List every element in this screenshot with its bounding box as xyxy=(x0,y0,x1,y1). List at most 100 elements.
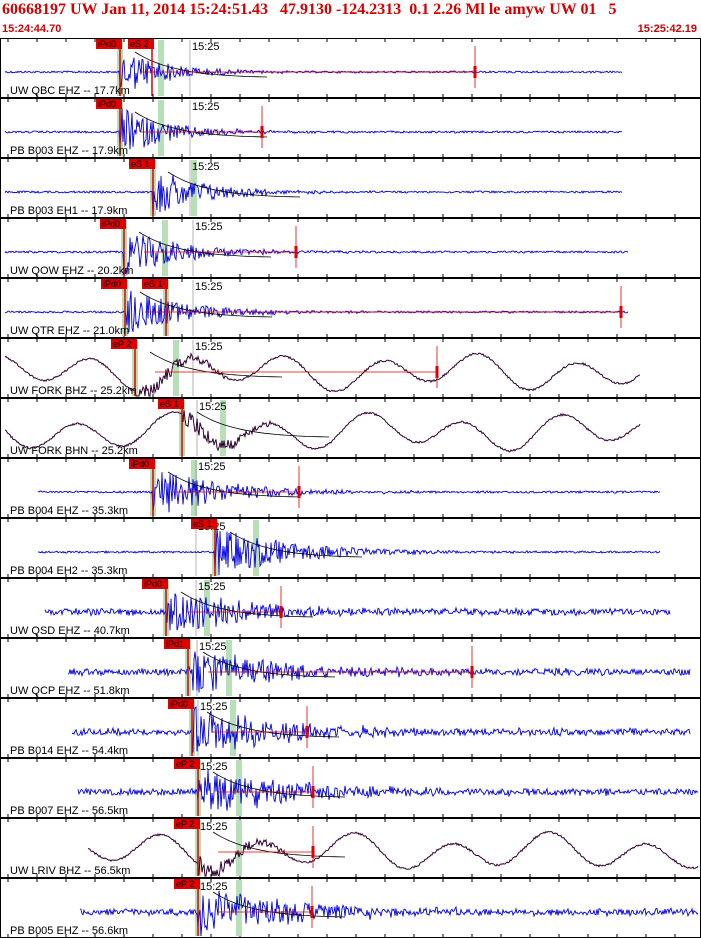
trace-panel: 15:25 eP 2 PB B007 EHZ -- 56.5km xyxy=(0,758,701,818)
coda-curve xyxy=(134,51,268,78)
station-label: UW QTR EHZ -- 21.0km xyxy=(10,325,129,337)
station-label: UW QBC EHZ -- 17.7km xyxy=(10,85,130,97)
pick-flag[interactable] xyxy=(100,219,126,229)
pick-label: eP 2 xyxy=(176,819,194,829)
pick-flag[interactable] xyxy=(164,639,190,649)
event-title: 60668197 UW Jan 11, 2014 15:24:51.43 47.… xyxy=(2,1,617,18)
minute-label: 15:25 xyxy=(192,101,220,113)
minute-label: 15:25 xyxy=(195,281,223,293)
pick-flag[interactable] xyxy=(191,519,217,529)
minute-label: 15:25 xyxy=(199,641,227,653)
minute-label: 15:25 xyxy=(200,761,228,773)
pick-label: eP 2 xyxy=(176,879,194,889)
coda-curve xyxy=(212,771,346,798)
station-label: UW QCP EHZ -- 51.8km xyxy=(10,685,130,697)
waveform xyxy=(4,175,623,217)
trace-panel: 15:25 iPd0 PB B004 EHZ -- 35.3km xyxy=(0,458,701,518)
station-label: UW FORK BHZ -- 25.2km xyxy=(10,385,137,397)
pick-label: iPd1 xyxy=(166,639,184,649)
trace-panel: 15:25 iPd1 UW QCP EHZ -- 51.8km xyxy=(0,638,701,698)
waveform xyxy=(77,769,699,811)
time-window xyxy=(236,820,242,876)
pick-label: eS 1 xyxy=(144,279,163,289)
pick-label: eS 1 xyxy=(193,519,212,529)
minute-label: 15:25 xyxy=(198,581,226,593)
pick-flag[interactable] xyxy=(174,879,200,889)
coda-curve xyxy=(212,891,346,918)
waveform xyxy=(4,352,641,397)
coda-curve xyxy=(134,111,268,138)
header: 60668197 UW Jan 11, 2014 15:24:51.43 47.… xyxy=(0,0,701,38)
time-window xyxy=(162,220,168,276)
pick-flag[interactable] xyxy=(158,399,184,409)
time-window xyxy=(191,160,197,216)
pick-flag[interactable] xyxy=(174,819,200,829)
pick-flag[interactable] xyxy=(101,279,127,289)
waveform xyxy=(37,530,661,576)
minute-label: 15:25 xyxy=(192,161,220,173)
coda-curve xyxy=(206,711,340,738)
coda-curve xyxy=(202,651,336,678)
time-window xyxy=(226,640,232,696)
station-label: PB B014 EHZ -- 54.4km xyxy=(10,745,128,757)
minute-label: 15:25 xyxy=(200,701,228,713)
waveform xyxy=(67,651,691,693)
time-window xyxy=(230,700,236,756)
pick-label: eS 2 xyxy=(130,39,149,49)
pick-label: iPd0 xyxy=(144,579,162,589)
trace-panel: 15:25 eS 1 PB B003 EH1 -- 17.9km xyxy=(0,158,701,218)
station-label: UW LRIV BHZ -- 56.5km xyxy=(10,865,130,877)
waveform xyxy=(4,57,623,89)
pick-label: eS 1 xyxy=(160,399,179,409)
pick-label: iPd0 xyxy=(103,279,121,289)
pick-label: iPd0 xyxy=(102,219,120,229)
waveform xyxy=(79,890,699,937)
pick-flag[interactable] xyxy=(96,99,122,109)
station-label: PB B005 EHZ -- 56.6km xyxy=(10,925,128,937)
minute-label: 15:25 xyxy=(199,401,227,413)
time-window xyxy=(158,100,164,156)
time-window xyxy=(236,760,242,816)
trace-panel: 15:25 iPd0 eS 2 UW QBC EHZ -- 17.7km xyxy=(0,38,701,98)
pick-label: eP 2 xyxy=(113,339,131,349)
coda-curve xyxy=(167,471,301,498)
minute-label: 15:25 xyxy=(198,461,226,473)
trace-panel: 15:25 eS 1 UW FORK BHN -- 25.2km xyxy=(0,398,701,458)
minute-label: 15:25 xyxy=(192,41,220,53)
pick-flag[interactable] xyxy=(111,339,137,349)
pick-label: eS 1 xyxy=(131,159,150,169)
trace-panel: 15:25 eP 2 UW LRIV BHZ -- 56.5km xyxy=(0,818,701,878)
pick-flag[interactable] xyxy=(129,159,155,169)
coda-curve xyxy=(212,831,346,858)
pick-flag[interactable] xyxy=(174,759,200,769)
seismogram-plot[interactable]: 15:25 iPd0 eS 2 UW QBC EHZ -- 17.7km 15:25 iP… xyxy=(0,38,701,938)
waveform xyxy=(4,235,629,276)
pick-label: eP 2 xyxy=(176,759,194,769)
station-label: PB B003 EH1 -- 17.9km xyxy=(10,205,127,217)
pick-label: iPd0 xyxy=(98,99,116,109)
pick-flag[interactable] xyxy=(129,459,155,469)
trace-panel: 15:25 eP 2 UW FORK BHZ -- 25.2km xyxy=(0,338,701,398)
station-label: PB B003 EHZ -- 17.9km xyxy=(10,145,128,157)
station-label: PB B004 EH2 -- 35.3km xyxy=(10,565,127,577)
waveform xyxy=(87,830,699,878)
pick-flag[interactable] xyxy=(142,579,168,589)
pick-flag[interactable] xyxy=(142,279,168,289)
pick-flag[interactable] xyxy=(168,699,194,709)
station-label: PB B004 EHZ -- 35.3km xyxy=(10,505,128,517)
time-window xyxy=(173,340,179,396)
station-label: UW QSD EHZ -- 40.7km xyxy=(10,625,130,637)
time-window xyxy=(220,400,226,456)
coda-curve xyxy=(167,171,301,198)
waveform xyxy=(4,108,623,150)
trace-panel: 15:25 eP 2 PB B005 EHZ -- 56.6km xyxy=(0,878,701,938)
time-window xyxy=(158,40,164,96)
trace-panel: 15:25 iPd0 UW QOW EHZ -- 20.2km xyxy=(0,218,701,278)
minute-label: 15:25 xyxy=(195,221,223,233)
station-label: UW QOW EHZ -- 20.2km xyxy=(10,265,133,277)
waveform xyxy=(44,593,671,631)
waveform xyxy=(71,706,691,753)
pick-flag[interactable] xyxy=(128,39,154,49)
pick-flag[interactable] xyxy=(96,39,122,49)
